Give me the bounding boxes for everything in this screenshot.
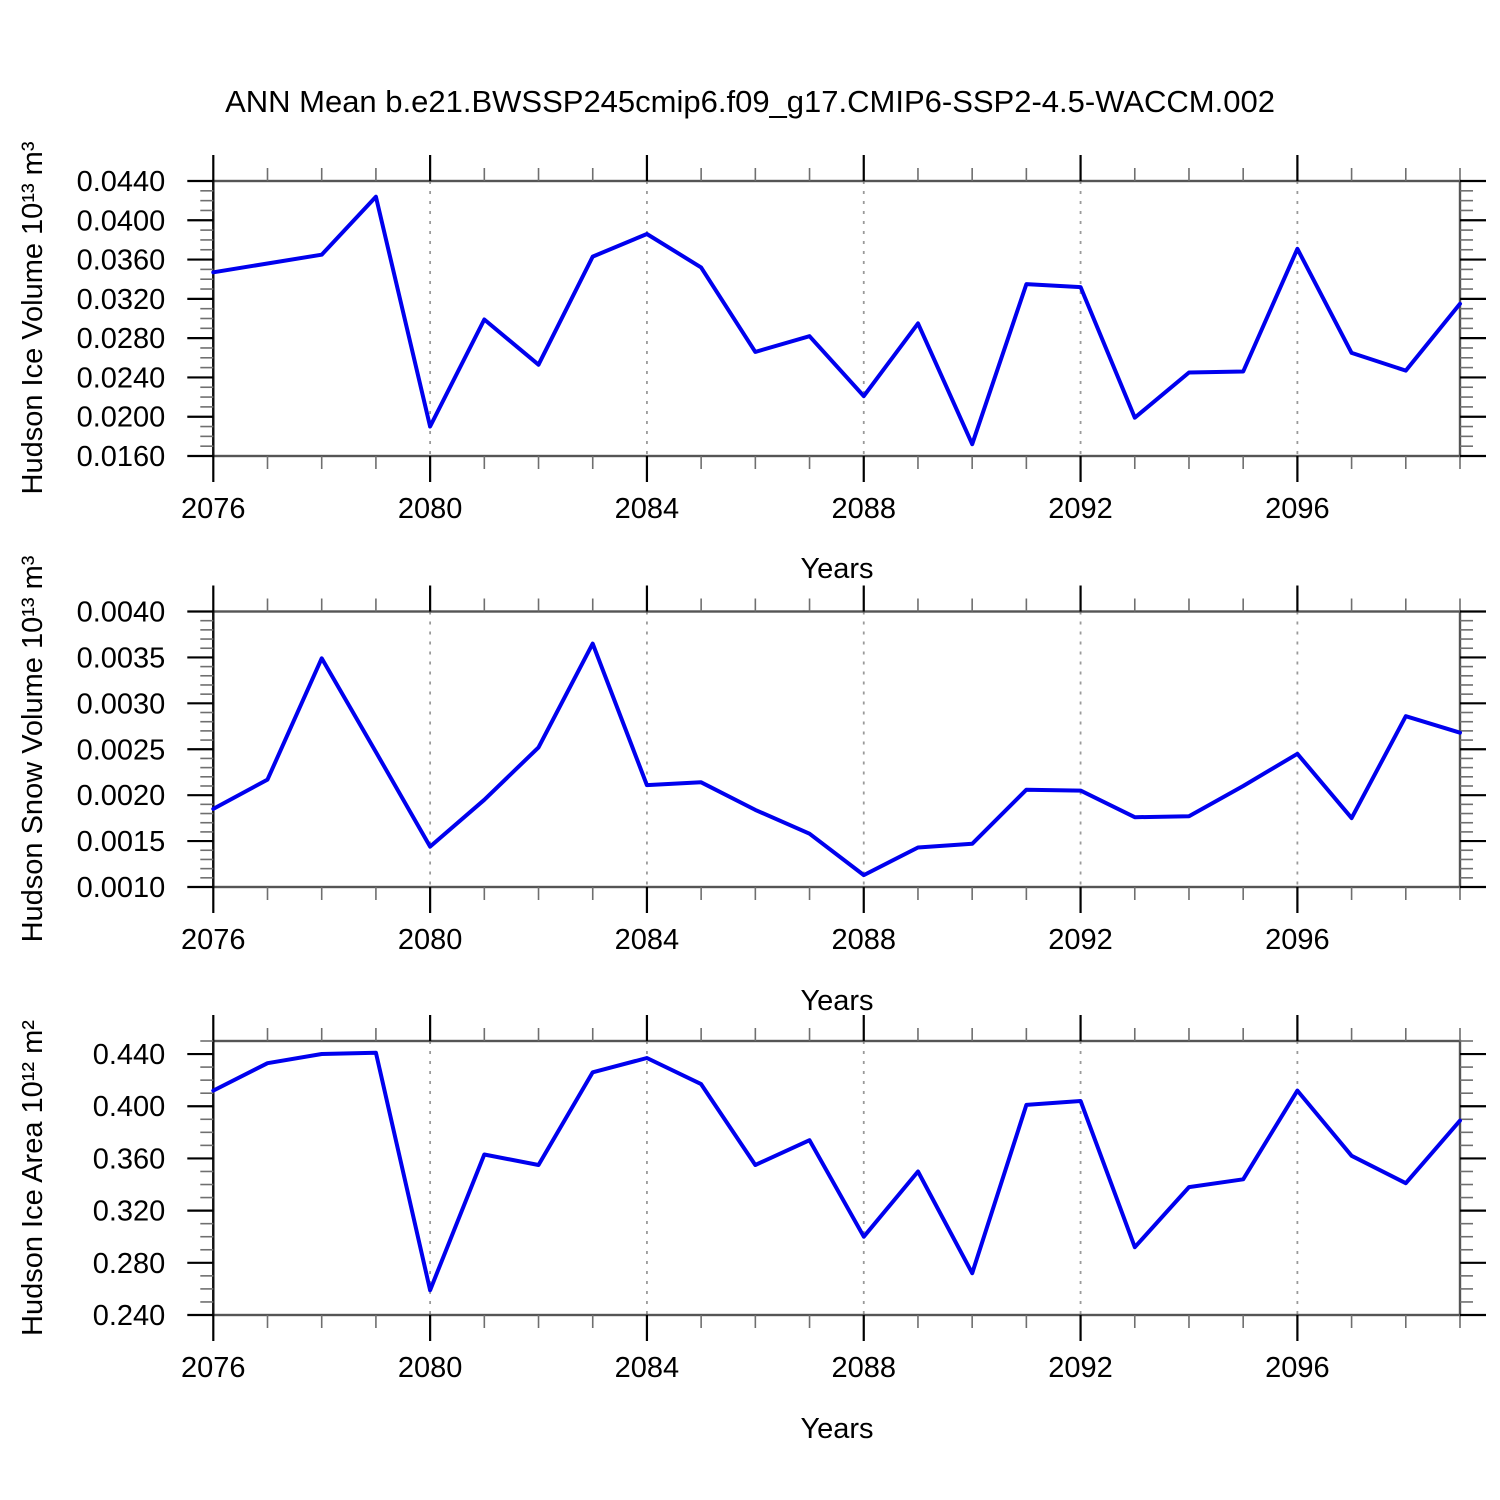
x-tick-label: 2092 (1048, 1352, 1113, 1384)
x-tick-label: 2084 (615, 924, 680, 956)
y-tick-label: 0.0440 (77, 166, 166, 198)
x-tick-label: 2096 (1265, 1352, 1330, 1384)
y-tick-label: 0.0200 (77, 402, 166, 434)
y-tick-label: 0.240 (93, 1300, 166, 1332)
y-tick-label: 0.0040 (77, 597, 166, 629)
data-line-hudson-ice-area (211, 1050, 1462, 1293)
y-tick-label: 0.0160 (77, 441, 166, 473)
y-tick-label: 0.0035 (77, 642, 166, 674)
y-tick-label: 0.0240 (77, 362, 166, 394)
plot-hudson-ice-volume: 2076 2080 2084 2088 2092 2096 0.0160 0.0200 0.02… (77, 155, 1486, 525)
y-tick-label: 0.0320 (77, 284, 166, 316)
y-tick-label: 0.320 (93, 1196, 166, 1228)
x-tick-label: 2080 (398, 493, 463, 525)
y-axis-title-snow-volume: Hudson Snow Volume 10¹³ m³ (17, 555, 49, 942)
figure-title: ANN Mean b.e21.BWSSP245cmip6.f09_g17.CMI… (225, 84, 1275, 119)
y-tick-label: 0.0030 (77, 688, 166, 720)
x-tick-label: 2080 (398, 924, 463, 956)
plots-container: 2076 2080 2084 2088 2092 2096 0.0160 0.0200 0.02… (77, 155, 1486, 1384)
y-tick-label: 0.0280 (77, 323, 166, 355)
y-tick-label: 0.0015 (77, 826, 166, 858)
y-tick-label: 0.0400 (77, 205, 166, 237)
y-tick-label: 0.0360 (77, 245, 166, 277)
x-tick-label: 2092 (1048, 924, 1113, 956)
x-tick-label: 2084 (615, 493, 680, 525)
x-axis-title-years-2: Years (800, 985, 873, 1017)
y-tick-label: 0.0025 (77, 734, 166, 766)
x-tick-label: 2084 (615, 1352, 680, 1384)
y-axis-title-ice-volume: Hudson Ice Volume 10¹³ m³ (17, 141, 49, 494)
y-tick-label: 0.400 (93, 1091, 166, 1123)
x-tick-label: 2096 (1265, 493, 1330, 525)
x-tick-label: 2088 (831, 1352, 896, 1384)
plot-hudson-snow-volume: 2076 2080 2084 2088 2092 2096 0.0010 0.0015 0.00… (77, 585, 1486, 956)
x-axis-title-years-1: Years (800, 553, 873, 585)
y-tick-label: 0.440 (93, 1039, 166, 1071)
x-tick-label: 2092 (1048, 493, 1113, 525)
x-tick-label: 2076 (181, 493, 246, 525)
y-tick-label: 0.0010 (77, 872, 166, 904)
y-tick-label: 0.360 (93, 1143, 166, 1175)
x-tick-label: 2076 (181, 924, 246, 956)
plot-frame (212, 610, 1462, 889)
y-axis-title-ice-area: Hudson Ice Area 10¹² m² (17, 1020, 49, 1336)
plot-hudson-ice-area: 2076 2080 2084 2088 2092 2096 0.240 0.280 0.320 0… (93, 1015, 1486, 1384)
plot-frame (212, 1039, 1462, 1317)
data-line-hudson-snow-volume (211, 641, 1462, 878)
y-tick-label: 0.280 (93, 1248, 166, 1280)
x-axis-title-years-3: Years (800, 1413, 873, 1445)
y-tick-label: 0.0020 (77, 780, 166, 812)
x-tick-label: 2096 (1265, 924, 1330, 956)
x-tick-label: 2088 (831, 493, 896, 525)
x-tick-label: 2076 (181, 1352, 246, 1384)
x-tick-label: 2080 (398, 1352, 463, 1384)
x-tick-label: 2088 (831, 924, 896, 956)
plot-frame (212, 179, 1462, 458)
data-line-hudson-ice-volume (211, 194, 1462, 447)
